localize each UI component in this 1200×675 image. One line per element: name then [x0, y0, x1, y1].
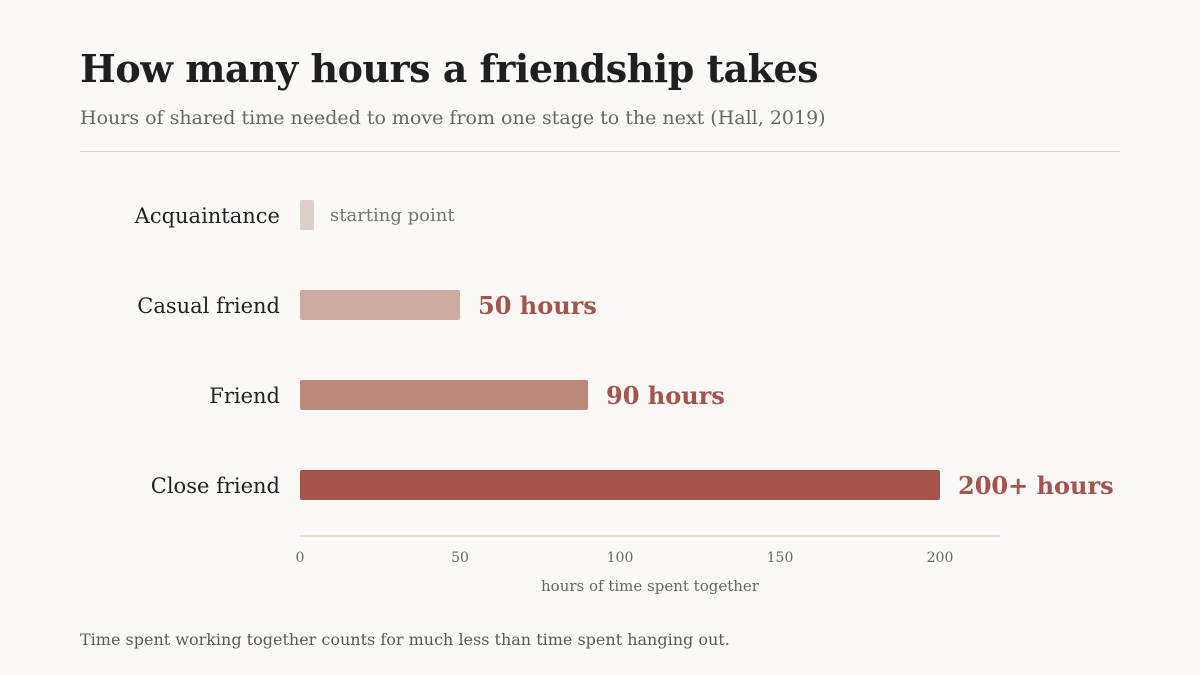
x-tick-label: 0: [296, 550, 305, 566]
category-label-acquaintance: Acquaintance: [134, 204, 280, 228]
chart-subtitle: Hours of shared time needed to move from…: [80, 107, 826, 129]
bar-casual-friend: [300, 290, 460, 320]
header-divider: [80, 151, 1120, 152]
bar-acquaintance: [300, 200, 314, 230]
category-label-casual-friend: Casual friend: [137, 294, 280, 318]
x-axis-label: hours of time spent together: [541, 577, 760, 595]
category-label-friend: Friend: [209, 384, 280, 408]
x-tick-label: 200: [927, 550, 954, 566]
data-label-acquaintance: starting point: [330, 205, 455, 226]
category-label-close-friend: Close friend: [151, 474, 280, 498]
data-label-close-friend: 200+ hours: [958, 471, 1114, 500]
x-tick-label: 50: [451, 550, 469, 566]
x-axis: hours of time spent together 0 50 100 150 20…: [296, 535, 1000, 595]
footnote: Time spent working together counts for m…: [80, 630, 730, 649]
chart-title: How many hours a friendship takes: [80, 46, 819, 91]
bar-friend: [300, 380, 588, 410]
data-label-casual-friend: 50 hours: [478, 291, 597, 320]
x-tick-label: 150: [767, 550, 794, 566]
data-label-friend: 90 hours: [606, 381, 725, 410]
bar-close-friend: [300, 470, 940, 500]
x-tick-label: 100: [607, 550, 634, 566]
bars-layer: Acquaintance starting point Casual friend 5…: [134, 200, 1114, 500]
